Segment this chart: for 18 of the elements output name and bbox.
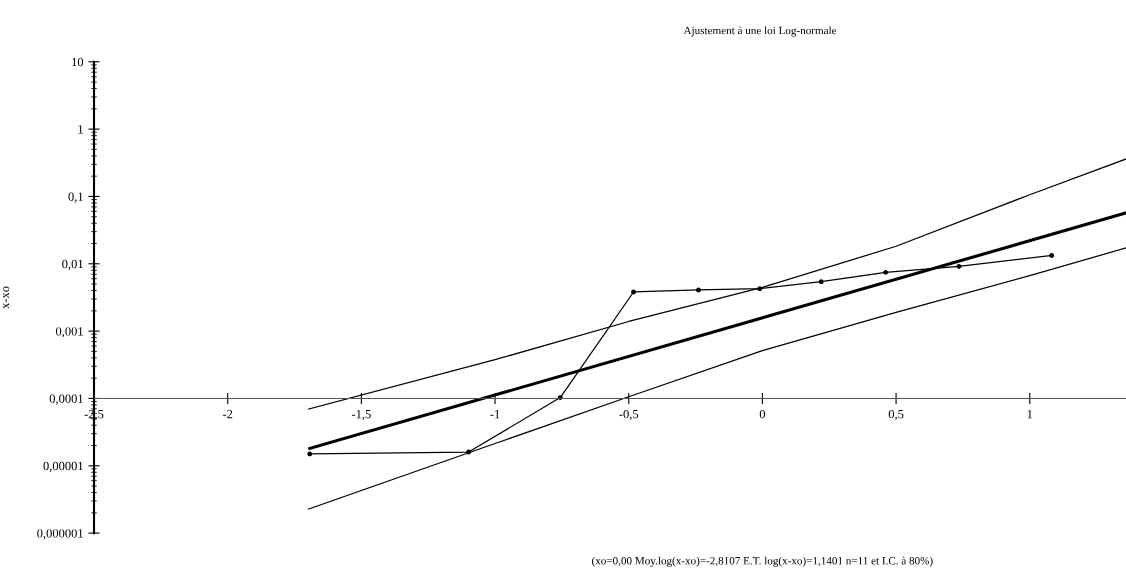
- x-tick-label: 1: [1027, 409, 1033, 419]
- y-tick-label: 0,00001: [43, 461, 83, 473]
- y-tick-label: 0,0001: [49, 394, 83, 405]
- y-tick-label: 0,001: [55, 327, 83, 338]
- x-tick-label: -2: [222, 409, 233, 419]
- x-tick-label: 0: [759, 409, 766, 419]
- y-tick-label: 10: [72, 57, 84, 67]
- y-tick-label: 0,01: [62, 259, 83, 271]
- y-tick-label: 1: [78, 125, 83, 134]
- text: (xo=0,00 Moy.log(x-xo)=-2,8107 E.T. log(x-xo)=1,1401 n=11 et I.C. à 80%): [592, 556, 933, 567]
- x-tick-label: -1: [490, 409, 500, 419]
- y-tick-label: 0,000001: [37, 529, 83, 540]
- y-axis-title: x-xo: [3, 286, 10, 309]
- x-tick-label: -1,5: [351, 409, 371, 421]
- y-tick-label: 0,1: [68, 192, 83, 203]
- x-tick-label: -0,5: [619, 409, 639, 421]
- chart-title: Ajustement à une loi Log-normale: [683, 26, 837, 37]
- x-tick-label: 0,5: [888, 409, 904, 421]
